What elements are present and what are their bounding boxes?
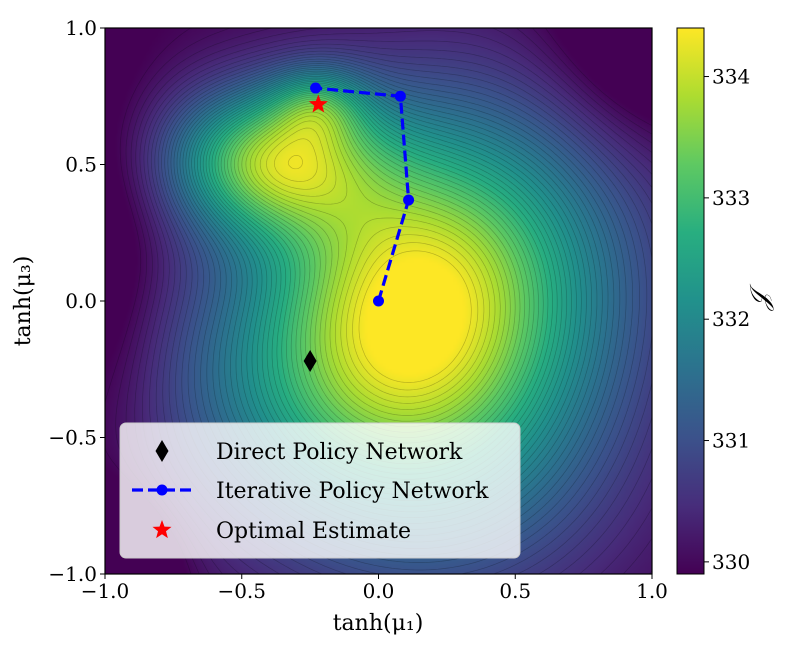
- y-tick-label: −1.0: [48, 562, 97, 586]
- contour-line: [287, 155, 472, 383]
- colorbar-tick-label: 332: [712, 307, 750, 331]
- legend-entry-label: Optimal Estimate: [216, 519, 411, 544]
- y-axis-ticks: −1.0 −0.5 0.0 0.5 1.0: [48, 16, 105, 586]
- colorbar-gradient: [676, 27, 705, 575]
- colorbar-tick-label: 333: [712, 186, 750, 210]
- y-tick-label: 0.5: [65, 153, 97, 177]
- x-tick-label: −1.0: [81, 579, 130, 603]
- iterative-policy-point: [373, 295, 384, 307]
- contour-line: [254, 115, 496, 410]
- direct-policy-point: [303, 350, 317, 373]
- colorbar-ticks: 330 331 332 333 334: [704, 65, 750, 574]
- colorbar-label: 𝒥: [745, 283, 775, 312]
- y-tick-label: 0.0: [65, 289, 97, 313]
- x-tick-label: 1.0: [636, 579, 668, 603]
- contour-line: [237, 103, 516, 433]
- contour-line: [274, 138, 479, 391]
- colorbar-tick-label: 331: [712, 429, 750, 453]
- contour-line: [259, 120, 490, 404]
- iterative-policy-path: [315, 86, 411, 302]
- iterative-policy-point: [403, 194, 415, 206]
- contour-line: [249, 111, 501, 416]
- iterative-policy-point: [310, 82, 322, 94]
- colorbar: 330 331 332 333 334 𝒥: [676, 27, 775, 575]
- series-layer: [303, 82, 415, 373]
- x-axis-label: tanh(μ₁): [333, 611, 424, 636]
- x-tick-label: 0.5: [499, 579, 531, 603]
- contour-line: [241, 105, 511, 428]
- colorbar-tick-label: 334: [712, 65, 750, 89]
- colorbar-tick-label: 330: [712, 550, 750, 574]
- legend-diamond-marker: [155, 440, 169, 462]
- y-tick-label: 1.0: [65, 16, 97, 40]
- x-tick-label: −0.5: [217, 579, 266, 603]
- iterative-policy-point: [394, 90, 406, 102]
- legend-entries: Direct Policy Network Iterative Policy Ne…: [132, 440, 489, 544]
- legend-box: [119, 422, 521, 559]
- x-axis-ticks: −1.0 −0.5 0.0 0.5 1.0: [81, 574, 668, 603]
- y-axis-label: tanh(μ₃): [11, 256, 36, 347]
- optimal-estimate-point: [308, 94, 328, 113]
- legend-entry-label: Direct Policy Network: [216, 440, 463, 465]
- legend: Direct Policy Network Iterative Policy Ne…: [119, 422, 521, 559]
- legend-entry-label: Iterative Policy Network: [216, 479, 489, 504]
- legend-star-marker: [152, 520, 172, 539]
- contour-line: [245, 108, 506, 422]
- legend-circle-marker: [156, 484, 168, 496]
- y-tick-label: −0.5: [48, 426, 97, 450]
- contour-line: [157, 53, 652, 574]
- x-tick-label: 0.0: [363, 579, 395, 603]
